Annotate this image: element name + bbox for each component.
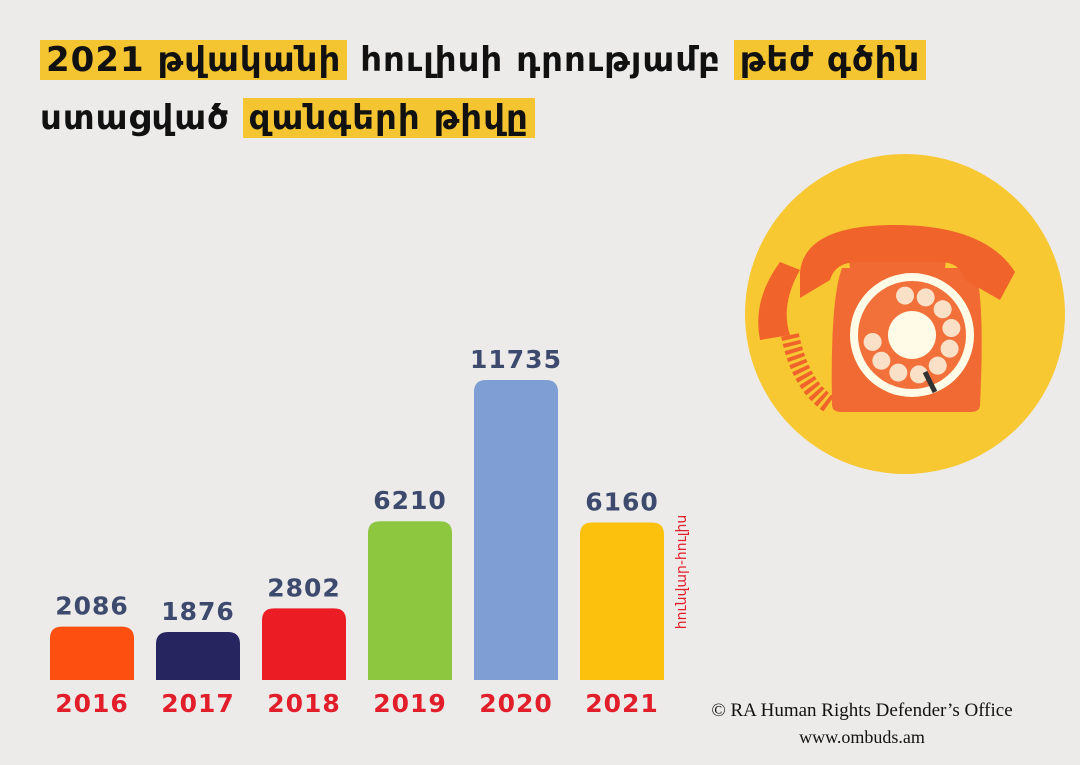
bar-2017 <box>156 632 240 680</box>
period-annotation: հունվար-հուլիս <box>674 515 690 630</box>
data-label-2018: 2802 <box>267 573 341 602</box>
bar-2018 <box>262 608 346 680</box>
x-tick-label-2021: 2021 <box>585 689 659 718</box>
title-line1-segment-1: հուլիսի դրությամբ <box>347 40 734 80</box>
x-tick-label-2019: 2019 <box>373 689 447 718</box>
x-tick-label-2017: 2017 <box>161 689 235 718</box>
title-line1-segment-2: թեժ գծին <box>733 40 927 80</box>
title-line1-segment-0: 2021 թվականի <box>40 40 348 80</box>
bar-2016 <box>50 626 134 680</box>
title-line-2: ստացված զանգերի թիվը <box>40 96 535 140</box>
data-label-2019: 6210 <box>373 486 447 515</box>
data-label-2016: 2086 <box>55 592 129 621</box>
data-label-2020: 11735 <box>470 345 562 374</box>
bar-2019 <box>368 521 452 680</box>
bar-2020 <box>474 380 558 680</box>
title-line2-segment-1: զանգերի թիվը <box>242 98 535 138</box>
data-label-2017: 1876 <box>161 597 235 626</box>
rotary-telephone-icon <box>745 154 1065 474</box>
x-tick-label-2018: 2018 <box>267 689 341 718</box>
x-tick-label-2016: 2016 <box>55 689 129 718</box>
title-line-1: 2021 թվականի հուլիսի դրությամբ թեժ գծին <box>40 38 927 82</box>
data-label-2021: 6160 <box>585 488 659 517</box>
x-tick-label-2020: 2020 <box>479 689 553 718</box>
bar-2021 <box>580 522 664 680</box>
title-line2-segment-0: ստացված <box>40 98 243 138</box>
website-url: www.ombuds.am <box>799 727 925 747</box>
copyright-credit: © RA Human Rights Defender’s Office <box>711 700 1013 721</box>
